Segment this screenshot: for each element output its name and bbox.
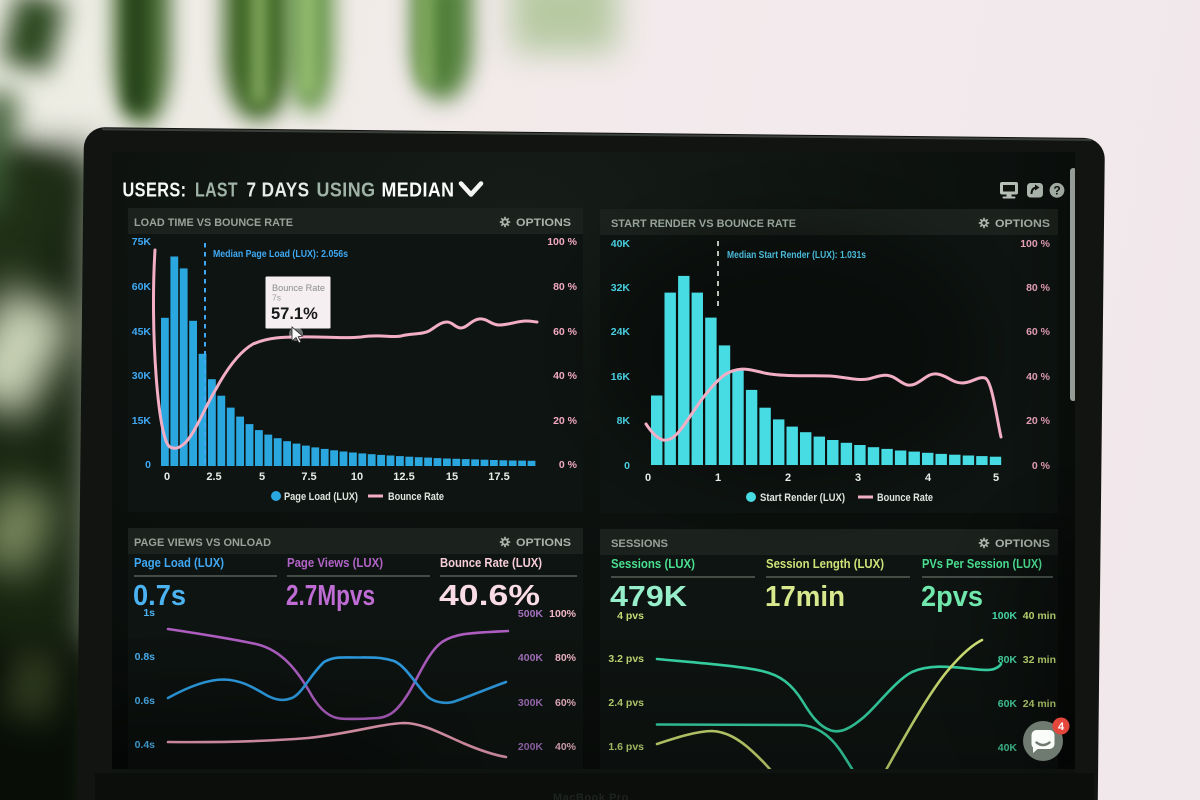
svg-text:4: 4 xyxy=(925,472,932,484)
svg-text:40 %: 40 % xyxy=(553,370,578,382)
svg-text:7 DAYS: 7 DAYS xyxy=(247,180,310,202)
svg-text:OPTIONS: OPTIONS xyxy=(516,537,571,549)
svg-text:SESSIONS: SESSIONS xyxy=(611,538,668,550)
svg-text:Bounce Rate (LUX): Bounce Rate (LUX) xyxy=(440,556,542,570)
svg-text:2.7Mpvs: 2.7Mpvs xyxy=(286,580,375,612)
svg-text:4: 4 xyxy=(1058,721,1065,733)
svg-text:1: 1 xyxy=(715,472,721,484)
svg-text:24K: 24K xyxy=(611,326,631,338)
svg-text:LOAD TIME VS BOUNCE RATE: LOAD TIME VS BOUNCE RATE xyxy=(134,217,293,229)
svg-text:PAGE VIEWS VS ONLOAD: PAGE VIEWS VS ONLOAD xyxy=(134,537,271,549)
svg-text:Session Length (LUX): Session Length (LUX) xyxy=(766,557,884,571)
svg-text:MEDIAN: MEDIAN xyxy=(382,180,455,202)
svg-text:Bounce Rate: Bounce Rate xyxy=(388,491,444,503)
svg-text:2: 2 xyxy=(785,472,791,484)
svg-text:60K: 60K xyxy=(132,281,152,293)
svg-text:3: 3 xyxy=(855,472,861,484)
svg-text:0 %: 0 % xyxy=(559,459,578,471)
svg-text:20 %: 20 % xyxy=(553,415,578,427)
svg-text:75K: 75K xyxy=(132,236,152,248)
svg-text:40K: 40K xyxy=(611,238,631,250)
svg-text:10: 10 xyxy=(351,471,363,483)
svg-text:60 %: 60 % xyxy=(553,326,578,338)
svg-text:100%: 100% xyxy=(549,608,577,620)
svg-text:LAST: LAST xyxy=(195,180,238,202)
svg-text:30K: 30K xyxy=(132,370,152,382)
svg-text:Page Load (LUX): Page Load (LUX) xyxy=(134,556,224,570)
svg-text:4 pvs: 4 pvs xyxy=(617,610,644,622)
svg-text:32K: 32K xyxy=(611,282,631,294)
svg-text:0: 0 xyxy=(624,460,630,472)
svg-text:45K: 45K xyxy=(132,326,152,338)
svg-text:8K: 8K xyxy=(617,415,631,427)
svg-text:15: 15 xyxy=(446,471,458,483)
svg-text:0: 0 xyxy=(164,471,170,483)
svg-text:Bounce Rate: Bounce Rate xyxy=(272,283,325,294)
svg-text:500K: 500K xyxy=(518,608,544,620)
svg-text:START RENDER VS BOUNCE RATE: START RENDER VS BOUNCE RATE xyxy=(611,218,796,230)
svg-text:0.7s: 0.7s xyxy=(133,580,186,612)
svg-text:7.5: 7.5 xyxy=(301,471,316,483)
svg-text:2pvs: 2pvs xyxy=(921,581,983,613)
svg-text:1s: 1s xyxy=(143,607,155,619)
svg-text:16K: 16K xyxy=(611,371,631,383)
svg-text:Bounce Rate: Bounce Rate xyxy=(877,492,933,504)
svg-text:Median Start Render (LUX): 1.0: Median Start Render (LUX): 1.031s xyxy=(727,249,866,261)
svg-text:17.5: 17.5 xyxy=(488,471,509,483)
svg-text:479K: 479K xyxy=(610,581,687,613)
svg-text:57.1%: 57.1% xyxy=(271,305,318,323)
svg-text:17min: 17min xyxy=(765,581,845,613)
svg-text:0: 0 xyxy=(645,472,651,484)
svg-text:40.6%: 40.6% xyxy=(439,580,540,612)
svg-text:100 %: 100 % xyxy=(547,236,577,248)
svg-text:OPTIONS: OPTIONS xyxy=(516,217,571,229)
svg-text:Page Load (LUX): Page Load (LUX) xyxy=(284,491,358,503)
svg-text:USING: USING xyxy=(317,180,376,202)
svg-text:7s: 7s xyxy=(272,293,281,303)
svg-text:12.5: 12.5 xyxy=(393,471,414,483)
svg-text:Median Page Load (LUX): 2.056s: Median Page Load (LUX): 2.056s xyxy=(213,248,348,260)
svg-text:15K: 15K xyxy=(132,415,152,427)
svg-text:Page Views (LUX): Page Views (LUX) xyxy=(287,556,383,570)
svg-text:80 %: 80 % xyxy=(553,281,578,293)
svg-text:2.5: 2.5 xyxy=(206,471,221,483)
svg-text:0: 0 xyxy=(145,459,151,471)
svg-text:5: 5 xyxy=(259,471,265,483)
svg-text:USERS:: USERS: xyxy=(123,180,187,202)
svg-text:5: 5 xyxy=(993,472,999,484)
svg-text:Sessions (LUX): Sessions (LUX) xyxy=(611,557,695,571)
svg-text:Start Render (LUX): Start Render (LUX) xyxy=(760,492,845,504)
